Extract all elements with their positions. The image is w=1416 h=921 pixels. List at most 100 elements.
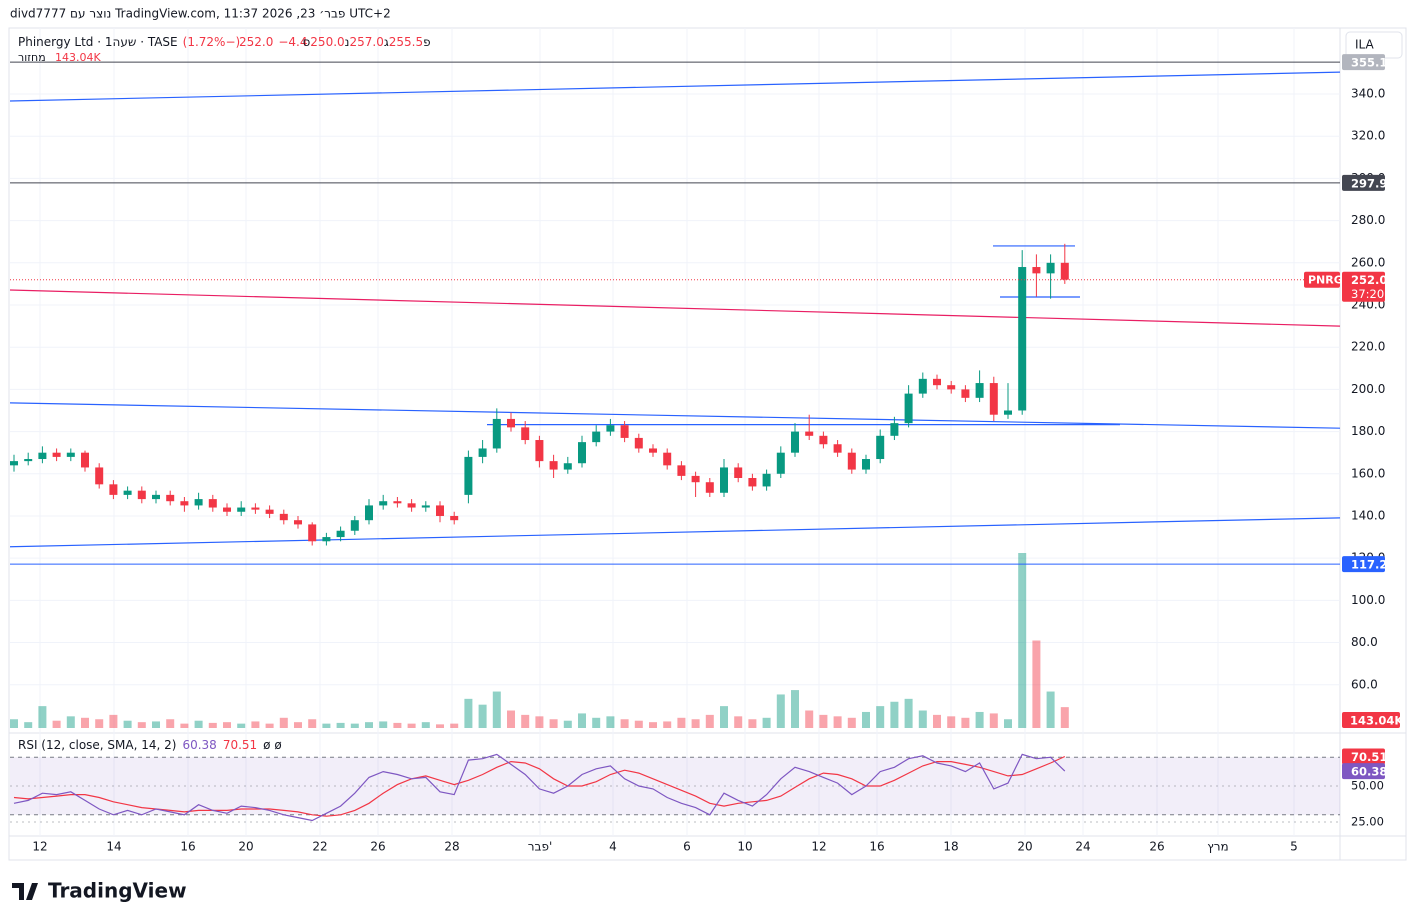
volume-bar	[1004, 719, 1012, 728]
currency[interactable]: ILA	[1355, 38, 1375, 52]
candle-body	[734, 467, 743, 478]
volume-bar	[322, 723, 331, 728]
volume-bar	[933, 714, 941, 728]
candle-body	[975, 383, 984, 398]
candle-body	[294, 520, 302, 525]
x-tick-label: 20	[238, 840, 253, 854]
candle-body	[833, 444, 842, 453]
x-tick-label: 12	[811, 840, 826, 854]
candle-body	[776, 452, 785, 474]
countdown: 37:20	[1351, 287, 1384, 301]
volume-bar	[989, 713, 998, 728]
volume-bar	[634, 720, 643, 728]
volume-bar	[81, 717, 89, 728]
x-tick-label: 28	[444, 840, 459, 854]
x-tick-label: 24	[1075, 840, 1090, 854]
legend-value: 250.0	[310, 35, 344, 49]
candle-body	[847, 452, 856, 470]
volume-bar	[705, 714, 714, 728]
x-tick-label: 6	[683, 840, 691, 854]
candle-body	[521, 427, 530, 441]
candle-body	[592, 431, 601, 443]
y-tick-label: 160.0	[1351, 466, 1385, 480]
y-tick-label: 180.0	[1351, 424, 1385, 438]
y-tick-label: 340.0	[1351, 87, 1385, 101]
volume-bar	[592, 717, 601, 728]
legend-value: 252.0	[239, 35, 273, 49]
y-tick-label: 280.0	[1351, 213, 1385, 227]
volume-bar	[137, 722, 146, 728]
rsi-tick-label: 50.00	[1351, 779, 1384, 793]
candle-body	[379, 501, 388, 506]
candle-body	[549, 461, 558, 470]
candle-body	[308, 524, 317, 542]
legend-value: 257.0	[349, 35, 383, 49]
volume-bar	[180, 723, 189, 728]
volume-bar	[308, 719, 317, 728]
volume-bar	[805, 710, 814, 728]
candle-body	[748, 478, 757, 487]
y-tick-label: 220.0	[1351, 340, 1385, 354]
candle-body	[24, 459, 33, 462]
volume-bar	[478, 704, 487, 728]
rsi-badge	[1342, 763, 1385, 780]
symbol: Phinergy Ltd · 1שעה · TASE	[18, 35, 178, 49]
candle-body	[663, 452, 672, 466]
volume-bar	[350, 723, 359, 728]
candle-body	[620, 425, 629, 438]
legend-prefix: ג	[384, 35, 389, 49]
volume-bar	[237, 723, 246, 728]
volume-bar	[762, 717, 771, 728]
rsi-badge-label: 60.38	[1351, 765, 1387, 779]
candle-body	[95, 467, 104, 485]
volume-bar	[223, 722, 231, 728]
price-badge-label: 297.9	[1351, 176, 1387, 190]
candle-body	[279, 513, 288, 521]
volume-bar	[421, 722, 430, 728]
candle-body	[464, 456, 473, 495]
volume-bar	[166, 719, 175, 728]
volume-bar	[24, 722, 33, 728]
price-badge	[1342, 54, 1385, 71]
trend-line	[9, 289, 1341, 327]
rsi-sma-value: 70.51	[223, 738, 257, 752]
legend-prefix: נ	[345, 35, 350, 49]
volume-bar	[1060, 707, 1069, 728]
candle-body	[407, 503, 416, 508]
candle-body	[123, 490, 132, 495]
x-tick-label: 16	[180, 840, 195, 854]
volume-bar	[279, 717, 288, 728]
volume-bar	[66, 716, 75, 728]
trend-line	[9, 517, 1341, 548]
last-price-label: 252.0	[1351, 273, 1387, 287]
volume-bar	[393, 722, 402, 728]
volume-bar	[776, 694, 785, 728]
volume-bar	[251, 721, 260, 728]
last-price-badge	[1342, 271, 1385, 302]
candle-body	[947, 385, 956, 390]
x-tick-label: מרץ	[1207, 840, 1228, 854]
candle-body	[563, 463, 572, 470]
volume-bar	[194, 720, 203, 728]
volume-bar	[208, 722, 217, 728]
candle-body	[265, 509, 274, 514]
volume-value: 143.04K	[55, 51, 101, 64]
volume-bar	[748, 719, 757, 728]
rsi-value: 60.38	[182, 738, 216, 752]
legend: Phinergy Ltd · 1שעה · TASE פ255.5ג257.0נ2…	[18, 35, 431, 49]
candle-body	[365, 505, 373, 521]
candle-body	[705, 482, 714, 493]
y-tick-label: 140.0	[1351, 508, 1385, 522]
x-tick-label: 20	[1017, 840, 1032, 854]
volume-bar	[436, 724, 444, 728]
volume-bar	[10, 719, 18, 728]
volume-bar	[606, 716, 615, 728]
candle-body	[180, 501, 189, 506]
volume-bar	[123, 720, 132, 728]
volume-bar	[890, 701, 899, 728]
volume-bar	[947, 716, 956, 728]
logo-icon	[12, 883, 38, 900]
price-badge	[1342, 556, 1385, 573]
volume-bar	[620, 719, 629, 728]
